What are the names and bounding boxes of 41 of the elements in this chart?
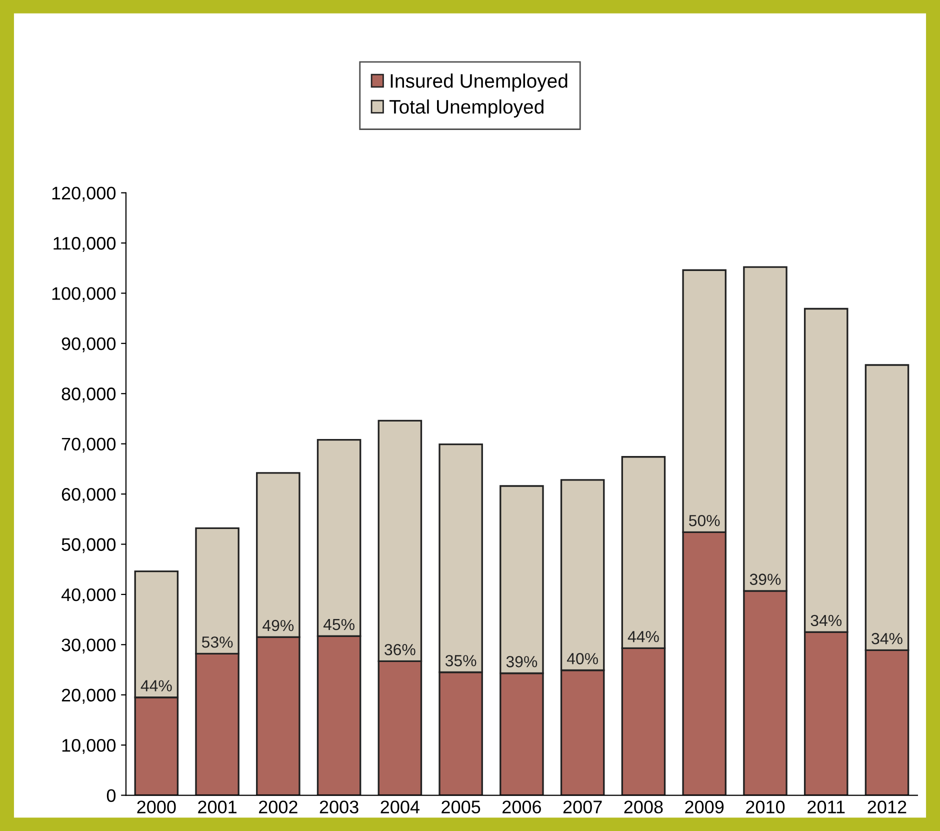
y-tick-label: 20,000 (62, 688, 116, 704)
x-tick-label: 2000 (137, 800, 176, 814)
x-tick-label: 2007 (563, 800, 602, 814)
annotation: 39% (750, 574, 781, 585)
annotation: 44% (628, 630, 659, 642)
y-tick-label: 100,000 (52, 287, 116, 302)
legend-label: Total Unemployed (389, 99, 544, 118)
y-tick-label: 70,000 (62, 438, 116, 453)
y-tick-label: 90,000 (62, 337, 116, 352)
x-tick-label: 2003 (320, 800, 358, 814)
y-tick-label: 10,000 (62, 738, 116, 754)
x-tick-label: 2010 (746, 800, 785, 814)
annotation: 40% (566, 653, 598, 664)
annotation: 44% (140, 680, 172, 692)
annotation: 35% (445, 655, 476, 666)
x-tick-label: 2005 (442, 800, 480, 814)
annotation: 49% (262, 620, 294, 632)
annotation: 45% (323, 618, 354, 630)
annotation: 36% (384, 644, 416, 656)
y-tick-label: 50,000 (62, 538, 116, 554)
annotation: 50% (689, 514, 720, 526)
annotation: 34% (810, 614, 842, 626)
x-tick-label: 2001 (198, 800, 236, 814)
annotation: 53% (202, 636, 233, 648)
x-tick-label: 2011 (808, 800, 845, 814)
y-tick-label: 60,000 (62, 488, 116, 503)
x-tick-label: 2008 (624, 800, 663, 814)
x-tick-label: 2012 (868, 800, 906, 814)
y-tick-label: 0 (106, 789, 116, 802)
annotation: 34% (872, 632, 902, 644)
y-tick-label: 80,000 (62, 388, 116, 402)
x-tick-label: 2009 (685, 800, 724, 814)
legend-label: Insured Unemployed (390, 74, 568, 92)
y-tick-label: 30,000 (62, 638, 116, 654)
y-tick-label: 40,000 (61, 588, 116, 604)
x-tick-label: 2002 (258, 800, 298, 814)
y-tick-label: 120,000 (52, 186, 116, 202)
x-tick-label: 2004 (380, 800, 420, 814)
x-tick-label: 2006 (502, 800, 541, 814)
annotation: 39% (506, 656, 538, 668)
y-tick-label: 110,000 (54, 236, 116, 252)
